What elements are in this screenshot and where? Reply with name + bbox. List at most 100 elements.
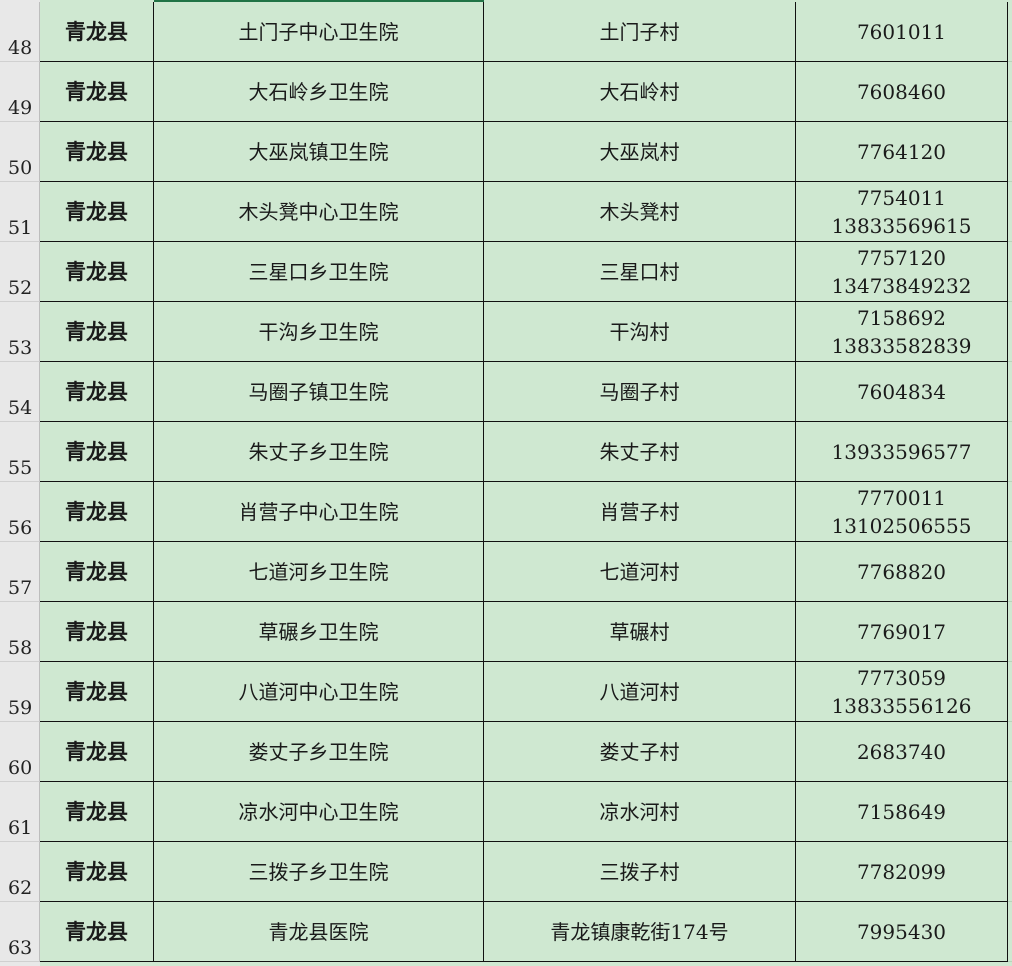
row-header[interactable]: 57 (0, 542, 40, 602)
cell-phone[interactable]: 7757120 13473849232 (796, 242, 1008, 302)
cell-county[interactable]: 青龙县 (40, 722, 154, 782)
cell-empty[interactable] (1008, 2, 1012, 62)
row-header[interactable]: 53 (0, 302, 40, 362)
cell-hospital[interactable]: 草碾乡卫生院 (154, 602, 484, 662)
cell-village[interactable]: 大巫岚村 (484, 122, 796, 182)
cell-county[interactable]: 青龙县 (40, 362, 154, 422)
cell-phone[interactable]: 7769017 (796, 602, 1008, 662)
cell-hospital[interactable]: 大石岭乡卫生院 (154, 62, 484, 122)
row-header[interactable]: 58 (0, 602, 40, 662)
cell-phone[interactable]: 2683740 (796, 722, 1008, 782)
cell-empty[interactable] (1008, 362, 1012, 422)
row-header[interactable]: 48 (0, 2, 40, 62)
cell-phone[interactable]: 7601011 (796, 2, 1008, 62)
cell-village[interactable]: 干沟村 (484, 302, 796, 362)
cell-village[interactable]: 马圈子村 (484, 362, 796, 422)
bottom-strip (0, 962, 1012, 966)
cell-county[interactable]: 青龙县 (40, 422, 154, 482)
cell-hospital[interactable]: 凉水河中心卫生院 (154, 782, 484, 842)
row-header[interactable]: 62 (0, 842, 40, 902)
cell-hospital[interactable]: 三拨子乡卫生院 (154, 842, 484, 902)
cell-empty[interactable] (1008, 122, 1012, 182)
cell-hospital[interactable]: 娄丈子乡卫生院 (154, 722, 484, 782)
cell-village[interactable]: 三星口村 (484, 242, 796, 302)
cell-hospital[interactable]: 大巫岚镇卫生院 (154, 122, 484, 182)
cell-empty[interactable] (1008, 782, 1012, 842)
cell-phone[interactable]: 7608460 (796, 62, 1008, 122)
cell-hospital[interactable]: 土门子中心卫生院 (154, 2, 484, 62)
cell-phone[interactable]: 7764120 (796, 122, 1008, 182)
cell-county[interactable]: 青龙县 (40, 122, 154, 182)
cell-village[interactable]: 木头凳村 (484, 182, 796, 242)
cell-phone[interactable]: 7770011 13102506555 (796, 482, 1008, 542)
cell-hospital[interactable]: 马圈子镇卫生院 (154, 362, 484, 422)
cell-empty[interactable] (1008, 422, 1012, 482)
cell-hospital[interactable]: 木头凳中心卫生院 (154, 182, 484, 242)
cell-phone[interactable]: 13933596577 (796, 422, 1008, 482)
row-header-strip (0, 962, 40, 966)
cell-village[interactable]: 凉水河村 (484, 782, 796, 842)
row-header[interactable]: 49 (0, 62, 40, 122)
cell-county[interactable]: 青龙县 (40, 662, 154, 722)
cell-county[interactable]: 青龙县 (40, 302, 154, 362)
cell-village[interactable]: 七道河村 (484, 542, 796, 602)
cell-phone[interactable]: 7158649 (796, 782, 1008, 842)
cell-phone[interactable]: 7754011 13833569615 (796, 182, 1008, 242)
cell-village[interactable]: 肖营子村 (484, 482, 796, 542)
row-header[interactable]: 56 (0, 482, 40, 542)
cell-phone[interactable]: 7995430 (796, 902, 1008, 962)
cell-village[interactable]: 青龙镇康乾街174号 (484, 902, 796, 962)
cell-phone[interactable]: 7604834 (796, 362, 1008, 422)
cell-phone[interactable]: 7773059 13833556126 (796, 662, 1008, 722)
row-header[interactable]: 52 (0, 242, 40, 302)
cell-empty[interactable] (1008, 62, 1012, 122)
cell-village[interactable]: 三拨子村 (484, 842, 796, 902)
cell-phone[interactable]: 7768820 (796, 542, 1008, 602)
row-header[interactable]: 61 (0, 782, 40, 842)
cell-hospital[interactable]: 干沟乡卫生院 (154, 302, 484, 362)
cell-county[interactable]: 青龙县 (40, 182, 154, 242)
cell-hospital[interactable]: 肖营子中心卫生院 (154, 482, 484, 542)
cell-county[interactable]: 青龙县 (40, 782, 154, 842)
cell-village[interactable]: 朱丈子村 (484, 422, 796, 482)
cell-hospital[interactable]: 八道河中心卫生院 (154, 662, 484, 722)
cell-hospital[interactable]: 七道河乡卫生院 (154, 542, 484, 602)
cell-empty[interactable] (1008, 602, 1012, 662)
cell-county[interactable]: 青龙县 (40, 242, 154, 302)
cell-county[interactable]: 青龙县 (40, 602, 154, 662)
row-header[interactable]: 50 (0, 122, 40, 182)
cell-county[interactable]: 青龙县 (40, 902, 154, 962)
cell-empty[interactable] (1008, 842, 1012, 902)
cell-village[interactable]: 土门子村 (484, 2, 796, 62)
table-row: 50 青龙县 大巫岚镇卫生院 大巫岚村 7764120 (0, 122, 1012, 182)
row-header[interactable]: 54 (0, 362, 40, 422)
cell-hospital[interactable]: 朱丈子乡卫生院 (154, 422, 484, 482)
cell-empty[interactable] (1008, 302, 1012, 362)
row-header[interactable]: 51 (0, 182, 40, 242)
cell-county[interactable]: 青龙县 (40, 542, 154, 602)
cell-empty[interactable] (1008, 722, 1012, 782)
cell-empty[interactable] (1008, 542, 1012, 602)
row-header[interactable]: 63 (0, 902, 40, 962)
cell-empty[interactable] (1008, 242, 1012, 302)
row-header[interactable]: 60 (0, 722, 40, 782)
cell-hospital[interactable]: 三星口乡卫生院 (154, 242, 484, 302)
cell-phone[interactable]: 7158692 13833582839 (796, 302, 1008, 362)
cell-county[interactable]: 青龙县 (40, 62, 154, 122)
cell-village[interactable]: 大石岭村 (484, 62, 796, 122)
cell-phone[interactable]: 7782099 (796, 842, 1008, 902)
phone-number: 7769017 (856, 619, 947, 644)
cell-empty[interactable] (1008, 662, 1012, 722)
cell-county[interactable]: 青龙县 (40, 842, 154, 902)
cell-empty[interactable] (1008, 182, 1012, 242)
cell-empty[interactable] (1008, 902, 1012, 962)
cell-village[interactable]: 草碾村 (484, 602, 796, 662)
cell-empty[interactable] (1008, 482, 1012, 542)
row-header[interactable]: 59 (0, 662, 40, 722)
cell-village[interactable]: 八道河村 (484, 662, 796, 722)
row-header[interactable]: 55 (0, 422, 40, 482)
cell-county[interactable]: 青龙县 (40, 482, 154, 542)
cell-hospital[interactable]: 青龙县医院 (154, 902, 484, 962)
cell-county[interactable]: 青龙县 (40, 2, 154, 62)
cell-village[interactable]: 娄丈子村 (484, 722, 796, 782)
